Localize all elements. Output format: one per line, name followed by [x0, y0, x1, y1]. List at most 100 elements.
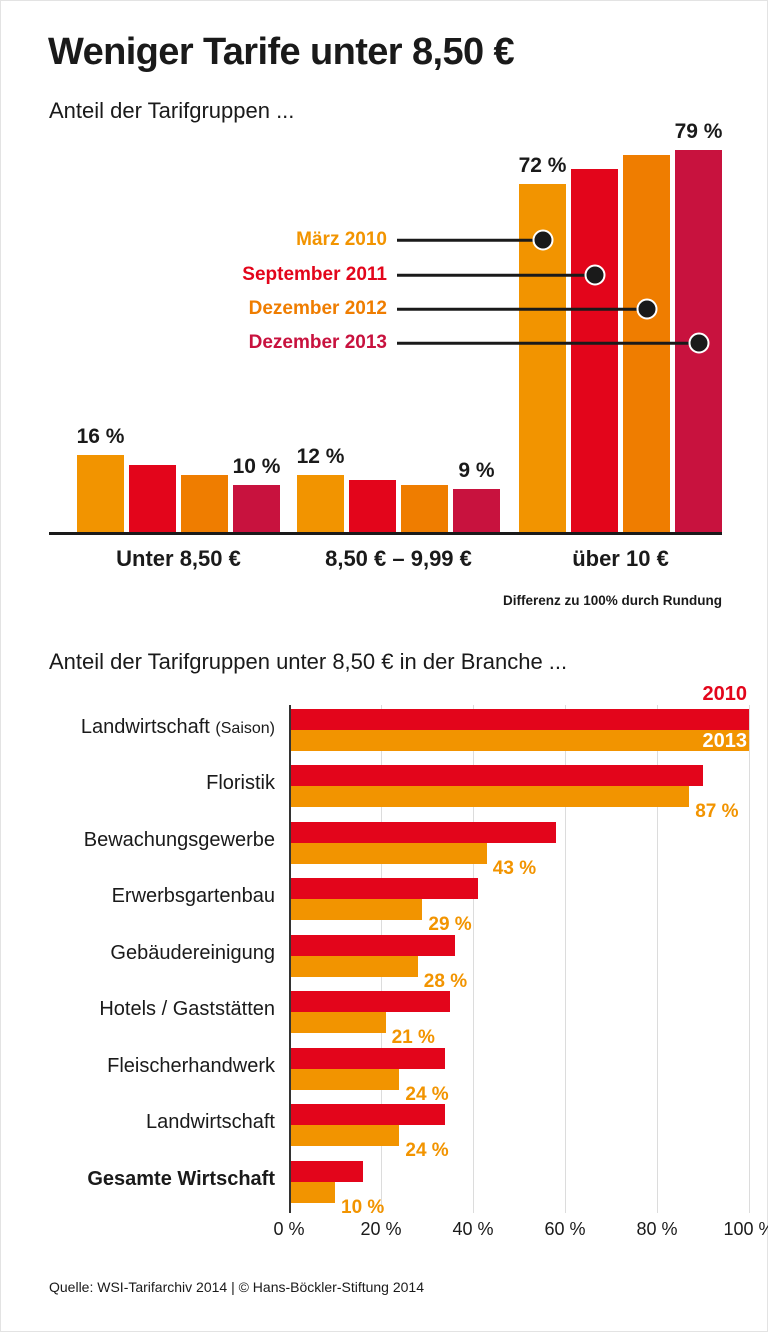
chart2-category-label: Erwerbsgartenbau: [111, 885, 275, 908]
chart2-gridline: [657, 705, 658, 1213]
chart1-legend-item: Dezember 2012: [249, 297, 657, 321]
chart2-axis-tick-label: 20 %: [360, 1219, 402, 1239]
chart2-row: Gebäudereinigung 28 %: [110, 931, 749, 992]
chart1-value-label: 72 %: [518, 154, 567, 177]
chart2-bar-2010: [289, 991, 450, 1013]
chart2-gridline: [473, 705, 474, 1213]
chart2-bar-2013: [289, 1125, 400, 1147]
chart2-bar-2013: [289, 730, 749, 751]
chart2-row: Bewachungsgewerbe 43 %: [84, 818, 749, 879]
chart2-bar-2013: [289, 1181, 335, 1203]
chart1-bar: [453, 489, 500, 533]
chart1-legend-item: Dezember 2013: [249, 331, 709, 355]
chart2-series-label-2010: 2010: [702, 683, 748, 705]
chart2-bar-2013: [289, 1068, 400, 1090]
chart2-bar-2010: [289, 934, 455, 956]
chart1-footnote: Differenz zu 100% durch Rundung: [502, 593, 722, 608]
chart1-legend-marker-dot: [584, 264, 605, 286]
chart1-value-label: 10 %: [232, 454, 281, 478]
chart1-legend-label: März 2010: [296, 229, 387, 250]
chart1-legend-leader-line: [397, 307, 647, 311]
chart2-row: Gesamte Wirtschaft 10 %: [87, 1157, 749, 1218]
chart2-category-label: Fleischerhandwerk: [107, 1054, 275, 1077]
chart2-row: Floristik 87 %: [206, 761, 749, 822]
chart1-value-label: 12 %: [296, 444, 345, 468]
chart1-bar: [181, 474, 228, 533]
chart2-axis-tick-label: 40 %: [452, 1219, 494, 1239]
chart2-category-label: Gesamte Wirtschaft: [87, 1167, 275, 1190]
chart2-gridline: [749, 705, 750, 1213]
chart1-legend-marker-dot: [636, 298, 657, 320]
chart1-bar: [77, 455, 124, 533]
chart2-axis-tick-label: 60 %: [544, 1219, 586, 1239]
chart2-category-label: Landwirtschaft (Saison): [80, 716, 275, 738]
chart1-legend-marker-dot: [532, 229, 553, 251]
chart2-row: Erwerbsgartenbau 29 %: [112, 874, 749, 935]
chart2-category-label: Gebäudereinigung: [110, 941, 275, 964]
chart2-value-label: 24 %: [405, 1140, 449, 1162]
chart1-legend-label: Dezember 2013: [248, 332, 387, 353]
chart2-axis-tick-label: 80 %: [636, 1219, 678, 1239]
chart1-category-label: Unter 8,50 €: [116, 546, 241, 571]
chart2-bar-2013: [289, 842, 487, 864]
chart1-legend-leader-line: [397, 238, 543, 242]
chart2-row: Fleischerhandwerk 24 %: [107, 1044, 749, 1105]
chart1-legend-leader-line: [397, 341, 699, 345]
chart2-axis-tick-label: 0 %: [273, 1219, 305, 1239]
chart2-bar-2010: [289, 1160, 363, 1182]
chart2-gridline: [565, 705, 566, 1213]
chart2-category-label: Floristik: [206, 772, 275, 795]
chart2-row: Landwirtschaft (Saison) 2010 2013: [81, 683, 749, 761]
chart1-value-label: 16 %: [76, 425, 125, 449]
chart2-subtitle: Anteil der Tarifgruppen unter 8,50 € in …: [49, 649, 568, 674]
chart1-legend-item: März 2010: [296, 228, 553, 252]
chart1-bar: [129, 465, 176, 533]
chart1-category-label: über 10 €: [572, 546, 669, 571]
chart1-bar: [401, 484, 448, 533]
chart2-value-label: 24 %: [405, 1083, 449, 1105]
chart2-bar-2013: [289, 899, 423, 921]
chart1-bar: [233, 484, 280, 533]
chart2-bar-2010: [289, 1047, 446, 1069]
chart2-value-axis: [289, 705, 291, 1213]
chart1-bar: [297, 474, 344, 533]
chart1-legend-marker-dot: [688, 332, 709, 354]
chart2-category-label: Bewachungsgewerbe: [83, 828, 275, 851]
chart1-bar: [571, 169, 618, 533]
chart2-series-label-2013: 2013: [702, 730, 748, 752]
source-note: Quelle: WSI-Tarifarchiv 2014 | © Hans-Bö…: [49, 1279, 424, 1295]
chart2-value-label: 10 %: [341, 1196, 385, 1218]
chart2-value-label: 28 %: [423, 970, 468, 992]
chart2-bar-2010: [289, 709, 749, 730]
page-title: Weniger Tarife unter 8,50 €: [48, 31, 515, 73]
chart2-bar-2010: [289, 821, 556, 843]
chart2-value-label: 43 %: [492, 857, 537, 879]
chart1-value-label: 79 %: [674, 120, 723, 144]
chart1-bar: [349, 479, 396, 533]
chart1-legend-label: September 2011: [242, 264, 387, 285]
chart1-baseline: [49, 532, 722, 535]
chart2-category-label: Hotels / Gaststätten: [99, 998, 275, 1021]
chart2-bar-2010: [289, 765, 703, 787]
chart1-plot-area: [49, 121, 722, 533]
chart2-value-label: 29 %: [428, 914, 472, 936]
chart2-category-label: Landwirtschaft: [146, 1111, 275, 1134]
chart2-bar-2013: [289, 786, 690, 808]
chart2-value-label: 21 %: [391, 1027, 435, 1049]
chart1-value-label: 9 %: [458, 459, 495, 483]
chart2-bar-2010: [289, 1104, 446, 1126]
chart2-row: Hotels / Gaststätten 21 %: [99, 987, 749, 1048]
chart2-bar-2013: [289, 1012, 386, 1034]
chart2-bar-2010: [289, 878, 478, 900]
chart2-bar-2013: [289, 955, 418, 977]
chart1-legend-leader-line: [397, 273, 595, 277]
chart1-legend-item: September 2011: [242, 263, 605, 287]
chart1-category-label: 8,50 € – 9,99 €: [325, 546, 472, 571]
chart-tarifgruppen-verteilung: Anteil der Tarifgruppen ... 16 % 10 % 12 %…: [1, 1, 768, 621]
chart1-subtitle: Anteil der Tarifgruppen ...: [49, 98, 295, 123]
chart2-axis-tick-label: 100 %: [723, 1219, 768, 1239]
chart2-plot-area: Landwirtschaft (Saison) 2010 2013 Floristik…: [81, 683, 750, 1218]
chart1-legend-label: Dezember 2012: [248, 298, 387, 319]
